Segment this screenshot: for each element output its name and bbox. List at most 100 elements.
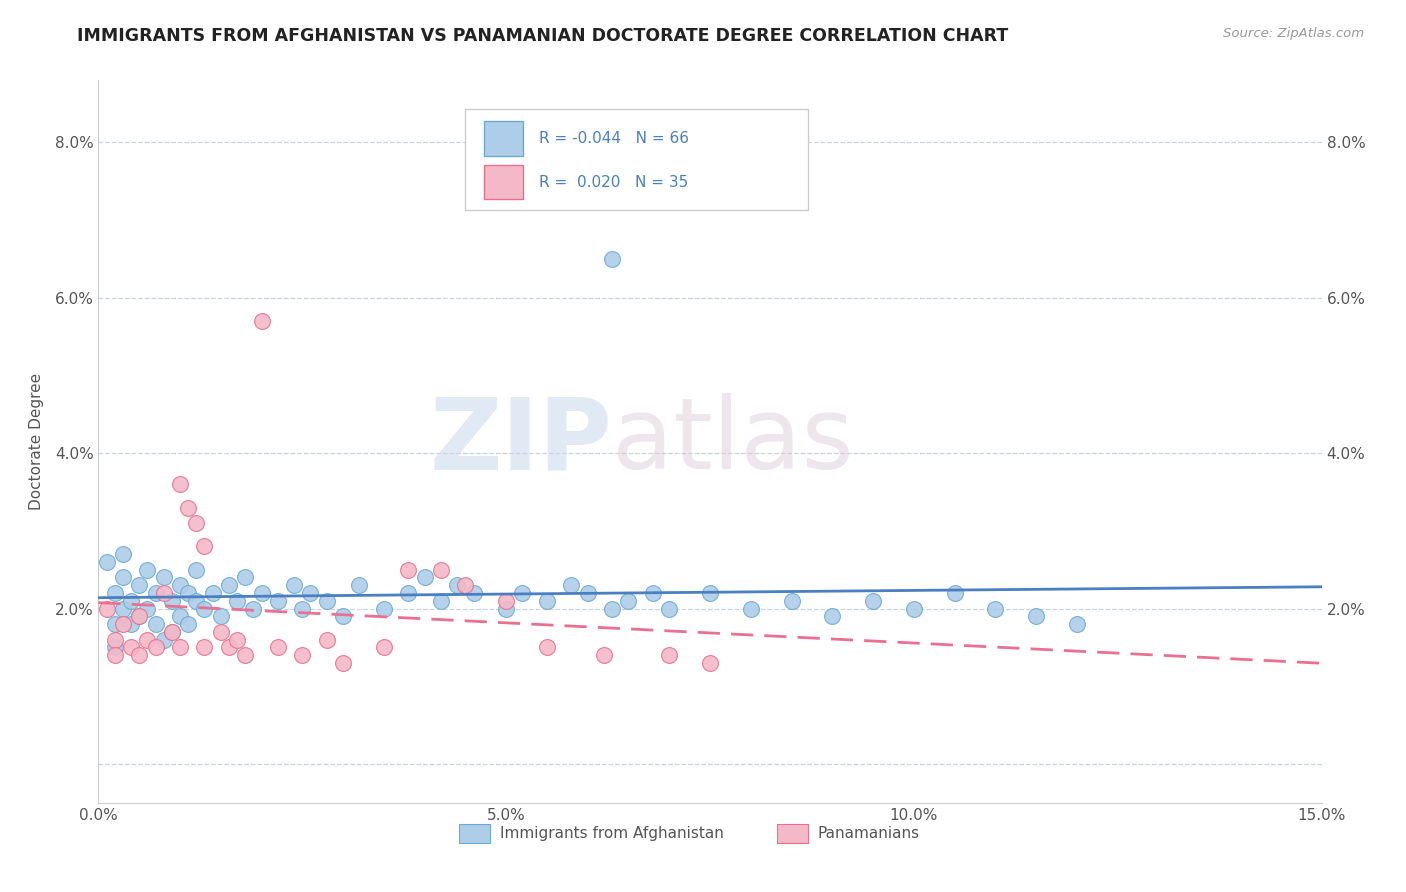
- Point: [1025, 609, 1047, 624]
- Text: atlas: atlas: [612, 393, 853, 490]
- Point: [169, 477, 191, 491]
- Point: [226, 594, 249, 608]
- Point: [242, 601, 264, 615]
- Point: [128, 648, 150, 663]
- Point: [495, 594, 517, 608]
- Point: [177, 617, 200, 632]
- Point: [600, 601, 623, 615]
- Point: [740, 601, 762, 615]
- Point: [396, 563, 419, 577]
- Point: [349, 578, 371, 592]
- Point: [96, 601, 118, 615]
- Point: [120, 640, 142, 655]
- Point: [128, 609, 150, 624]
- Text: Immigrants from Afghanistan: Immigrants from Afghanistan: [499, 826, 724, 841]
- Point: [862, 594, 884, 608]
- Point: [160, 624, 183, 639]
- Point: [169, 640, 191, 655]
- Point: [233, 570, 256, 584]
- Point: [373, 601, 395, 615]
- Point: [104, 640, 127, 655]
- Point: [169, 609, 191, 624]
- Point: [218, 578, 240, 592]
- FancyBboxPatch shape: [465, 109, 808, 211]
- Bar: [460, 824, 489, 843]
- Point: [780, 594, 803, 608]
- Point: [145, 640, 167, 655]
- Point: [600, 252, 623, 266]
- Point: [104, 648, 127, 663]
- Point: [396, 586, 419, 600]
- Point: [903, 601, 925, 615]
- FancyBboxPatch shape: [484, 121, 523, 156]
- Point: [193, 540, 215, 554]
- Text: Source: ZipAtlas.com: Source: ZipAtlas.com: [1223, 27, 1364, 40]
- Point: [160, 624, 183, 639]
- Point: [193, 640, 215, 655]
- Point: [145, 617, 167, 632]
- Point: [128, 578, 150, 592]
- Point: [136, 601, 159, 615]
- Point: [111, 547, 134, 561]
- Point: [104, 632, 127, 647]
- FancyBboxPatch shape: [484, 165, 523, 200]
- Point: [186, 594, 208, 608]
- Point: [160, 594, 183, 608]
- Point: [593, 648, 616, 663]
- Point: [152, 586, 174, 600]
- Point: [641, 586, 664, 600]
- Point: [145, 586, 167, 600]
- Point: [315, 594, 337, 608]
- Point: [177, 500, 200, 515]
- Point: [104, 586, 127, 600]
- Point: [560, 578, 582, 592]
- Point: [430, 563, 453, 577]
- Point: [291, 601, 314, 615]
- Point: [315, 632, 337, 647]
- Point: [218, 640, 240, 655]
- Point: [120, 617, 142, 632]
- Point: [120, 594, 142, 608]
- Point: [186, 516, 208, 530]
- Point: [128, 609, 150, 624]
- Point: [658, 601, 681, 615]
- Point: [413, 570, 436, 584]
- Point: [536, 594, 558, 608]
- Text: Panamanians: Panamanians: [818, 826, 920, 841]
- Point: [617, 594, 640, 608]
- Point: [209, 624, 232, 639]
- Point: [463, 586, 485, 600]
- Point: [512, 586, 534, 600]
- Text: R =  0.020   N = 35: R = 0.020 N = 35: [538, 175, 688, 190]
- Point: [495, 601, 517, 615]
- Point: [152, 632, 174, 647]
- Point: [267, 594, 290, 608]
- Point: [226, 632, 249, 647]
- Point: [658, 648, 681, 663]
- Point: [699, 656, 721, 670]
- Point: [536, 640, 558, 655]
- Point: [250, 314, 273, 328]
- Point: [152, 570, 174, 584]
- Point: [454, 578, 477, 592]
- Point: [177, 586, 200, 600]
- Point: [104, 617, 127, 632]
- Point: [699, 586, 721, 600]
- Text: ZIP: ZIP: [429, 393, 612, 490]
- Point: [332, 656, 354, 670]
- Point: [943, 586, 966, 600]
- Point: [283, 578, 305, 592]
- Point: [169, 578, 191, 592]
- Point: [430, 594, 453, 608]
- Point: [111, 601, 134, 615]
- Y-axis label: Doctorate Degree: Doctorate Degree: [28, 373, 44, 510]
- Point: [250, 586, 273, 600]
- Point: [209, 609, 232, 624]
- Point: [576, 586, 599, 600]
- Point: [136, 632, 159, 647]
- Point: [291, 648, 314, 663]
- Text: IMMIGRANTS FROM AFGHANISTAN VS PANAMANIAN DOCTORATE DEGREE CORRELATION CHART: IMMIGRANTS FROM AFGHANISTAN VS PANAMANIA…: [77, 27, 1008, 45]
- Point: [332, 609, 354, 624]
- Point: [111, 570, 134, 584]
- Point: [446, 578, 468, 592]
